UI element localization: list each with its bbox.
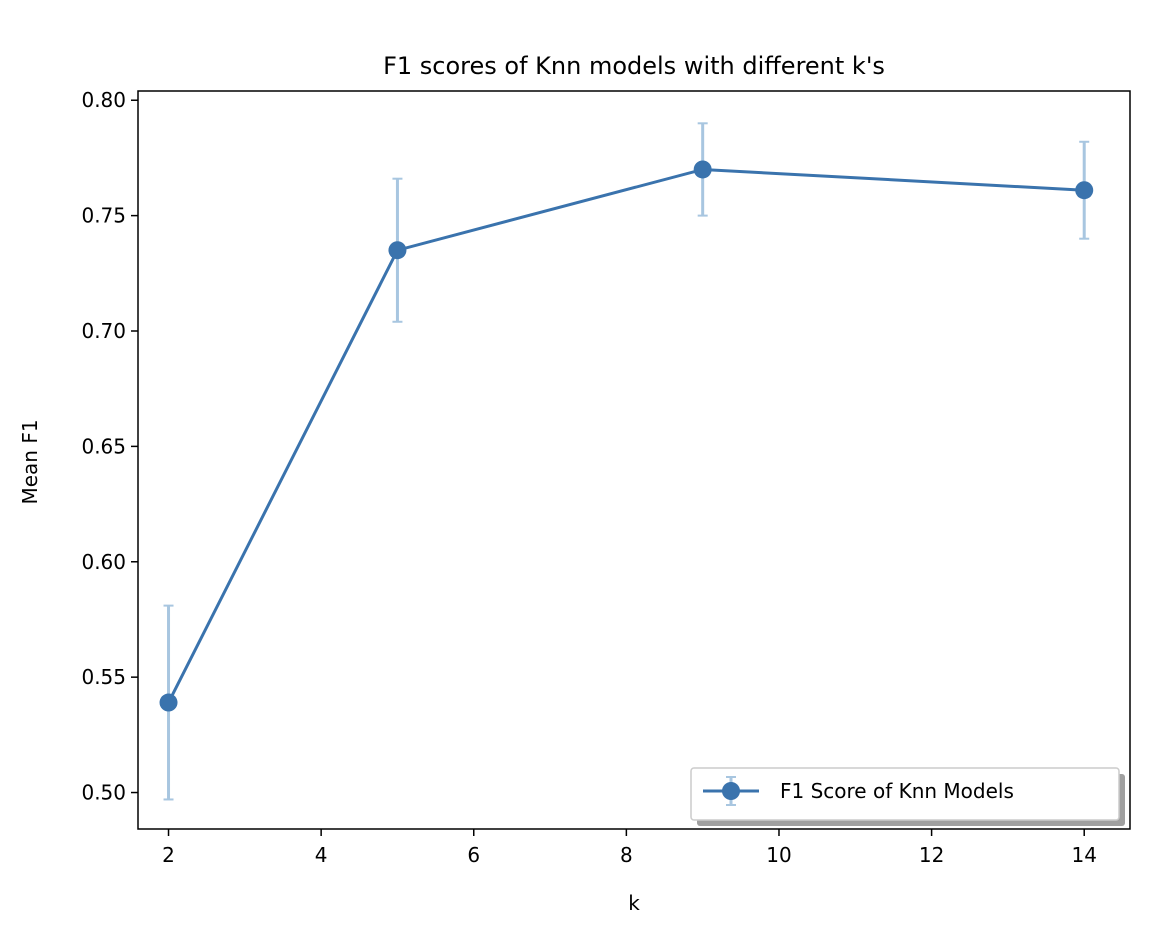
x-tick-label: 4 (315, 843, 328, 867)
x-tick-label: 12 (919, 843, 944, 867)
legend: F1 Score of Knn Models (690, 767, 1125, 826)
y-tick-label: 0.65 (81, 434, 126, 458)
data-point (693, 160, 712, 179)
plot-area (159, 122, 1094, 801)
data-point (1075, 181, 1094, 200)
legend-marker (722, 782, 740, 800)
x-tick-label: 14 (1071, 843, 1096, 867)
y-tick-label: 0.75 (81, 204, 126, 228)
x-tick-label: 8 (620, 843, 633, 867)
y-axis-title: Mean F1 (18, 419, 42, 504)
y-tick-label: 0.50 (81, 781, 126, 805)
data-point (388, 241, 407, 260)
data-point (159, 693, 178, 712)
axes-frame (137, 90, 1131, 830)
x-tick-label: 10 (766, 843, 791, 867)
x-axis-title: k (628, 891, 640, 915)
series-line (167, 167, 1085, 704)
x-tick-label: 6 (467, 843, 480, 867)
y-axis: 0.50 0.55 0.60 0.65 0.70 0.75 0.80 (81, 88, 138, 805)
y-tick-label: 0.55 (81, 665, 126, 689)
y-tick-label: 0.80 (81, 88, 126, 112)
y-tick-label: 0.60 (81, 550, 126, 574)
legend-box (690, 767, 1120, 821)
chart-title: F1 scores of Knn models with different k… (383, 52, 885, 80)
x-axis: 2 4 6 8 10 12 14 (162, 829, 1097, 867)
y-tick-label: 0.70 (81, 319, 126, 343)
legend-label: F1 Score of Knn Models (780, 779, 1014, 803)
x-tick-label: 2 (162, 843, 175, 867)
